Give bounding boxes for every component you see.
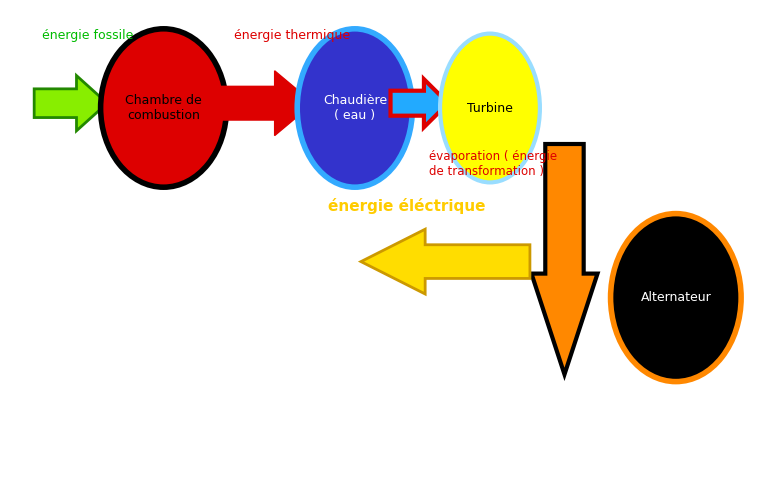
Ellipse shape [440,34,540,182]
Polygon shape [221,71,313,135]
Text: énergie éléctrique: énergie éléctrique [328,198,486,215]
Text: Chaudière
( eau ): Chaudière ( eau ) [323,94,387,122]
Text: évaporation ( énergie
de transformation ): évaporation ( énergie de transformation … [429,150,557,178]
Polygon shape [390,79,449,127]
Text: énergie thermique: énergie thermique [234,29,350,43]
Text: Alternateur: Alternateur [641,291,711,304]
Polygon shape [34,75,108,131]
Ellipse shape [297,29,412,187]
Text: énergie fossile: énergie fossile [42,29,134,43]
Ellipse shape [101,29,227,187]
Ellipse shape [611,214,741,382]
Polygon shape [531,144,598,374]
Polygon shape [361,229,530,294]
Text: Chambre de
combustion: Chambre de combustion [125,94,202,122]
Text: Turbine: Turbine [467,101,513,115]
